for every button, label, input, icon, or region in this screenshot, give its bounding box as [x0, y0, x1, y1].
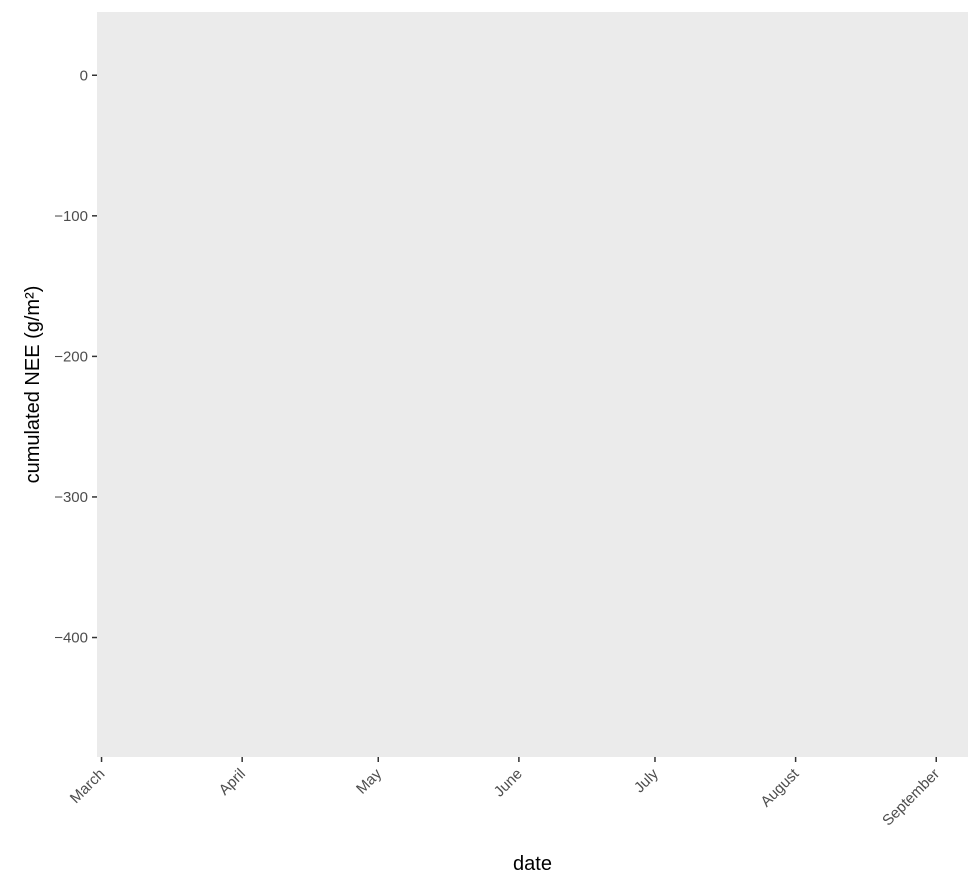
x-tick-label: September	[879, 765, 943, 829]
y-tick-label: −100	[54, 208, 88, 225]
x-tick-label: May	[353, 765, 385, 797]
y-tick-label: 0	[80, 67, 88, 84]
x-tick-label: July	[631, 765, 662, 796]
y-tick-label: −400	[54, 630, 88, 647]
y-tick-label: −200	[54, 348, 88, 365]
x-axis: March April May June July August September	[67, 757, 943, 829]
x-tick-label: August	[757, 765, 803, 811]
x-tick-label: April	[216, 765, 249, 798]
y-axis: 0 −100 −200 −300 −400	[54, 67, 97, 647]
panel-background	[97, 12, 968, 757]
y-tick-label: −300	[54, 489, 88, 506]
x-axis-title: date	[513, 853, 552, 875]
y-axis-title: cumulated NEE (g/m²)	[22, 286, 44, 484]
x-tick-label: March	[67, 765, 108, 806]
x-tick-label: June	[491, 765, 526, 800]
